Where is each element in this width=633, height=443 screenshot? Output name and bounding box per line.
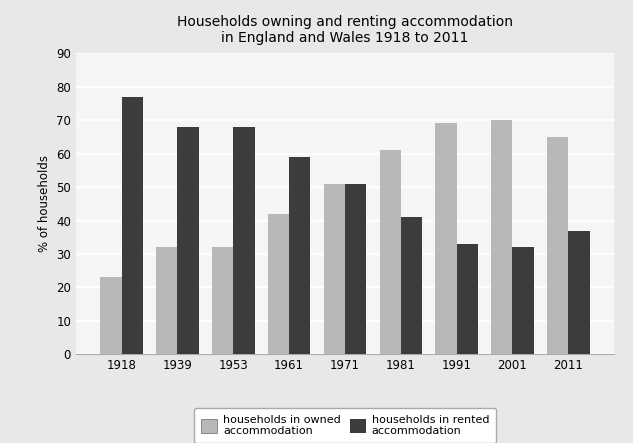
Legend: households in owned
accommodation, households in rented
accommodation: households in owned accommodation, house… (194, 408, 496, 443)
Bar (401, 217, 422, 354)
Bar (289, 157, 310, 354)
Bar (380, 150, 401, 354)
Bar (268, 214, 289, 354)
Bar (547, 137, 568, 354)
Bar (568, 230, 589, 354)
Bar (234, 127, 254, 354)
Bar (156, 247, 177, 354)
Title: Households owning and renting accommodation
in England and Wales 1918 to 2011: Households owning and renting accommodat… (177, 15, 513, 45)
Bar (345, 184, 367, 354)
Bar (177, 127, 199, 354)
Bar (122, 97, 143, 354)
Bar (323, 184, 345, 354)
Bar (436, 124, 456, 354)
Bar (456, 244, 478, 354)
Bar (513, 247, 534, 354)
Bar (491, 120, 513, 354)
Y-axis label: % of households: % of households (38, 155, 51, 252)
Bar (212, 247, 234, 354)
Bar (101, 277, 122, 354)
